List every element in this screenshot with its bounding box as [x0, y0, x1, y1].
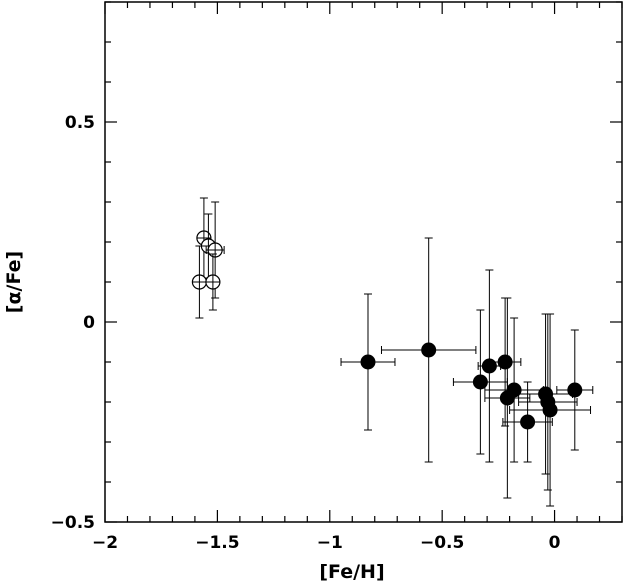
data-point: [488, 297, 522, 427]
data-point: [340, 293, 396, 431]
y-axis-label: [α/Fe]: [3, 251, 25, 313]
data-series: [191, 197, 594, 507]
filled-circle-marker: [472, 374, 488, 390]
data-point: [484, 297, 531, 499]
x-tick-label: −1: [317, 533, 343, 553]
data-point: [509, 313, 592, 507]
x-axis-label: [Fe/H]: [319, 561, 384, 583]
x-tick-label: −1.5: [195, 533, 239, 553]
filled-circle-marker: [567, 382, 583, 398]
plot-frame: [104, 1, 623, 523]
filled-circle-marker: [542, 402, 558, 418]
data-point: [518, 313, 574, 475]
data-point: [452, 309, 508, 455]
data-point: [484, 317, 544, 463]
filled-circle-marker: [421, 342, 437, 358]
y-tick-label: 0.5: [65, 113, 95, 133]
x-tick-label: −0.5: [420, 533, 464, 553]
filled-circle-marker: [520, 414, 536, 430]
data-point: [380, 237, 477, 463]
filled-circle-marker: [506, 382, 522, 398]
y-tick-label: 0: [83, 313, 95, 333]
axes-frame: −2 −1.5 −1 −0.5 0 0.5 0 −0.5: [51, 1, 623, 553]
data-point: [556, 329, 594, 451]
filled-circle-marker: [360, 354, 376, 370]
filled-circle-marker: [497, 354, 513, 370]
x-tick-label: 0: [549, 533, 561, 553]
data-point: [205, 253, 221, 311]
data-point: [502, 381, 553, 463]
data-point: [518, 313, 578, 491]
x-tick-label: −2: [92, 533, 118, 553]
y-tick-label: −0.5: [51, 513, 95, 533]
